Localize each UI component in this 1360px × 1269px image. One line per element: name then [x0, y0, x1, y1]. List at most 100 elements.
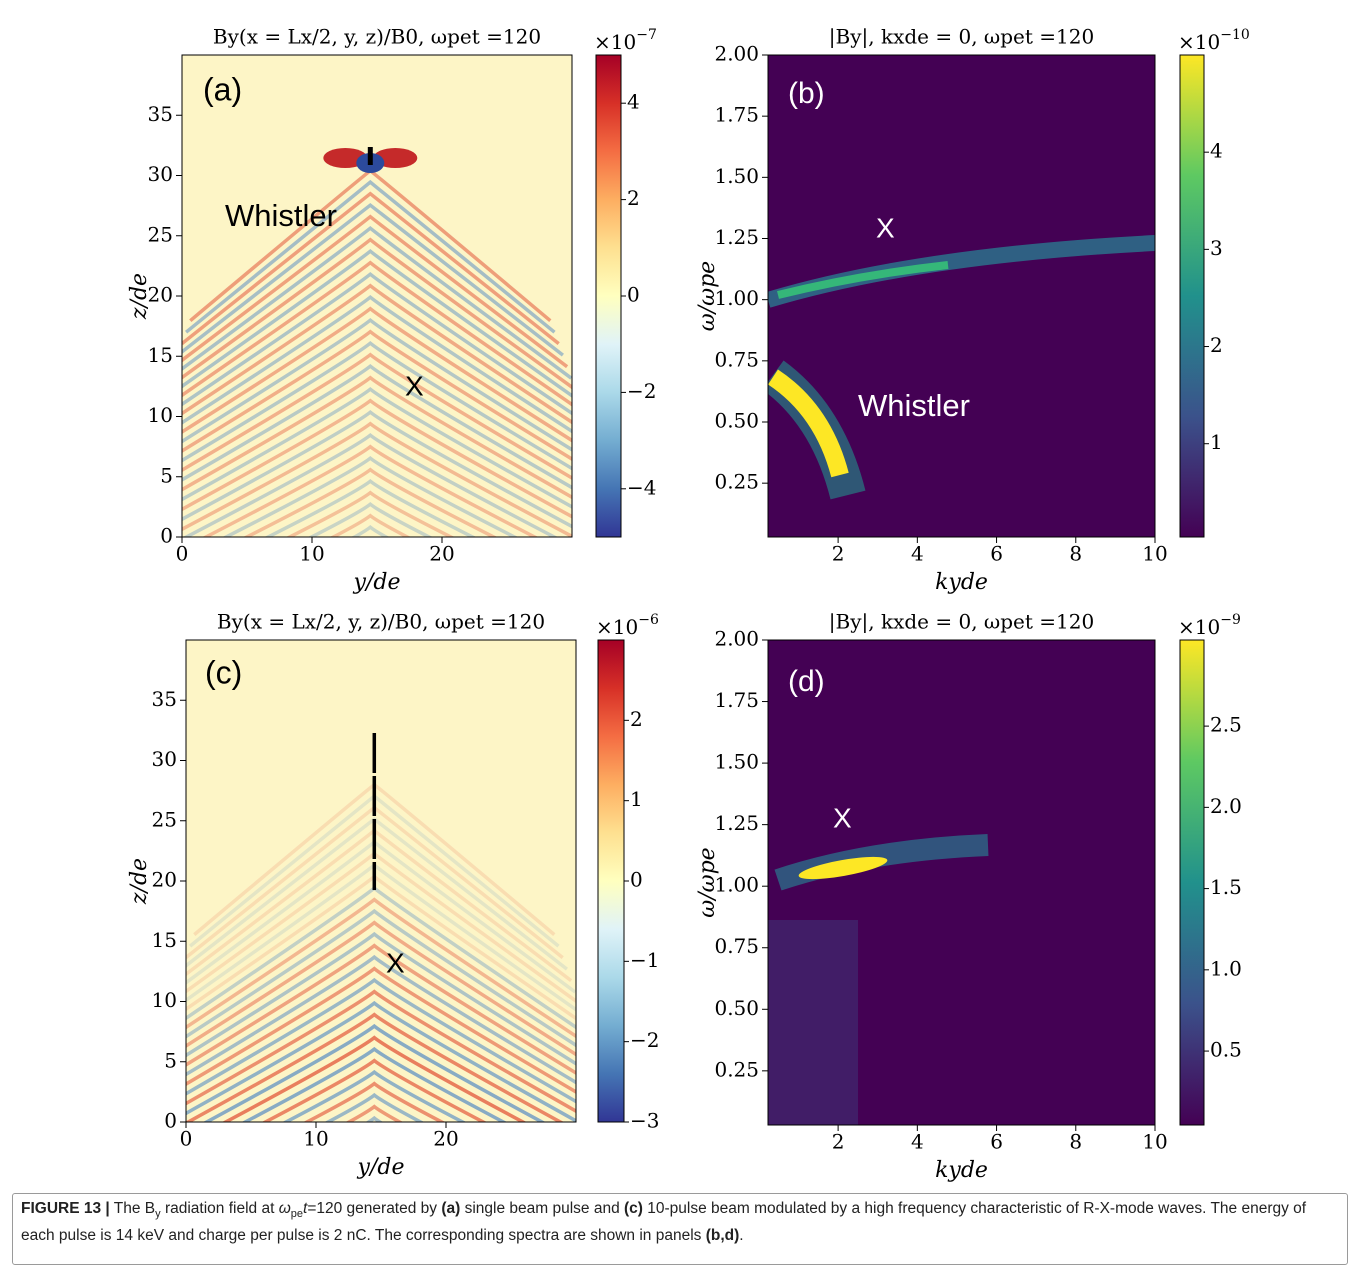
annotation: (c) [205, 654, 242, 690]
colorbar-tick-label: −2 [627, 379, 656, 403]
colorbar-tick-label: 2 [630, 707, 643, 731]
wave-front [329, 513, 412, 537]
x-axis-label: kyde [935, 1158, 988, 1183]
wave-front [350, 524, 390, 537]
wave-front [186, 977, 576, 1104]
caption-part: y [155, 1208, 161, 1221]
y-tick-label: 5 [160, 463, 173, 487]
y-tick-label: 1.00 [714, 286, 759, 310]
y-tick-label: 2.00 [714, 42, 759, 66]
colorbar [597, 639, 625, 1123]
x-tick-label: 10 [303, 1127, 328, 1151]
wave-front [307, 501, 433, 537]
wave-front [186, 897, 576, 1039]
caption-part: =120 generated by [307, 1200, 442, 1217]
exponent-base: ×10 [1178, 30, 1220, 54]
colorbar-tick-label: 1.5 [1210, 875, 1242, 899]
x-tick-label: 8 [1069, 542, 1082, 566]
colorbar-exponent: ×10−9 [1178, 612, 1241, 639]
colorbar-exponent: ×10−10 [1178, 27, 1250, 54]
x-tick-label: 6 [990, 542, 1003, 566]
wave-front [186, 989, 576, 1114]
annotation: X [876, 212, 895, 243]
y-tick-label: 0.75 [714, 934, 759, 958]
colorbar-tick-label: −3 [630, 1109, 659, 1133]
y-tick-label: 1.00 [714, 873, 759, 897]
y-tick-label: 35 [152, 687, 177, 711]
x-tick-label: 2 [832, 1130, 845, 1154]
y-tick-label: 15 [148, 343, 173, 367]
wave-front [202, 1023, 546, 1122]
wave-front [324, 1092, 425, 1122]
wave-front [182, 363, 572, 490]
wave-front [182, 283, 572, 425]
plot-title: By(x = Lx/2, y, z)/B0, ωpet =120 [217, 610, 545, 634]
caption-part: (a) [441, 1200, 461, 1217]
caption-part: pe [290, 1208, 304, 1221]
caption-part: 10-pulse beam modulated by a high freque… [21, 1200, 1307, 1245]
colorbar-exponent: ×10−7 [594, 27, 657, 54]
y-tick-label: 0.50 [714, 996, 759, 1020]
caption-part: single beam pulse and [460, 1200, 625, 1217]
wave-front [261, 1058, 487, 1122]
wave-front [186, 908, 576, 1048]
exponent-power: −9 [1220, 612, 1241, 628]
colorbar-tick-label: −1 [630, 948, 659, 972]
colorbar-tick-label: 0 [630, 868, 643, 892]
wave-front [243, 467, 498, 537]
caption: FIGURE 13 | The By radiation field at ωp… [12, 1193, 1348, 1265]
caption-part: radiation field at [160, 1200, 279, 1217]
y-tick-label: 10 [152, 988, 177, 1012]
exponent-base: ×10 [594, 30, 636, 54]
x-tick-label: 4 [911, 542, 924, 566]
wave-front [365, 1115, 384, 1122]
wave-front [303, 1081, 446, 1122]
wave-front [282, 1069, 467, 1122]
colorbar-tick-label: 0.5 [1210, 1038, 1242, 1062]
spectrum-glow [768, 920, 858, 1125]
y-tick-label: 0 [164, 1109, 177, 1133]
caption-part: FIGURE 13 | [21, 1200, 110, 1217]
colorbar-tick-label: 4 [627, 90, 640, 114]
annotation: (b) [788, 77, 825, 110]
colorbar-tick-label: 2.0 [1210, 794, 1242, 818]
wave-front [182, 340, 572, 471]
exponent-base: ×10 [596, 615, 638, 639]
wave-front [186, 966, 576, 1094]
y-tick-label: 5 [164, 1048, 177, 1072]
plot-title: |By|, kxde = 0, ωpet =120 [829, 25, 1094, 50]
y-axis-label: z/de [127, 273, 152, 320]
wave-front [186, 931, 576, 1066]
wave-front [182, 191, 560, 346]
wave-front [182, 271, 572, 416]
x-axis-label: y/de [357, 1155, 405, 1180]
plot-frame [767, 54, 1156, 538]
colorbar [1179, 639, 1205, 1126]
colorbar-tick-label: 2 [627, 186, 640, 210]
y-axis-label: ω/ωpe [695, 847, 720, 917]
plot-image [182, 55, 572, 537]
colorbar-tick-label: 4 [1210, 139, 1223, 163]
colorbar-exponent: ×10−6 [596, 612, 659, 639]
y-tick-label: 25 [148, 222, 173, 246]
colorbar-tick-label: 1 [630, 787, 643, 811]
x-tick-label: 6 [990, 1130, 1003, 1154]
caption-part: The B [109, 1200, 156, 1217]
plot-title: |By|, kxde = 0, ωpet =120 [829, 610, 1094, 635]
colorbar-tick-label: 3 [1210, 236, 1223, 260]
wave-front [186, 920, 576, 1057]
colorbar-tick-label: 0 [627, 283, 640, 307]
exponent-power: −10 [1220, 27, 1250, 43]
wave-front [241, 1046, 508, 1122]
y-tick-label: 1.50 [714, 164, 759, 188]
x-tick-label: 10 [1142, 1130, 1167, 1154]
wave-front [264, 478, 477, 537]
x-tick-label: 2 [832, 542, 845, 566]
y-tick-label: 20 [152, 868, 177, 892]
spectrum-peak [798, 856, 888, 880]
wave-front [222, 455, 519, 537]
colorbar [595, 54, 622, 538]
colorbar-tick-label: −2 [630, 1028, 659, 1052]
annotation: X [833, 802, 852, 833]
annotation: X [405, 370, 424, 401]
